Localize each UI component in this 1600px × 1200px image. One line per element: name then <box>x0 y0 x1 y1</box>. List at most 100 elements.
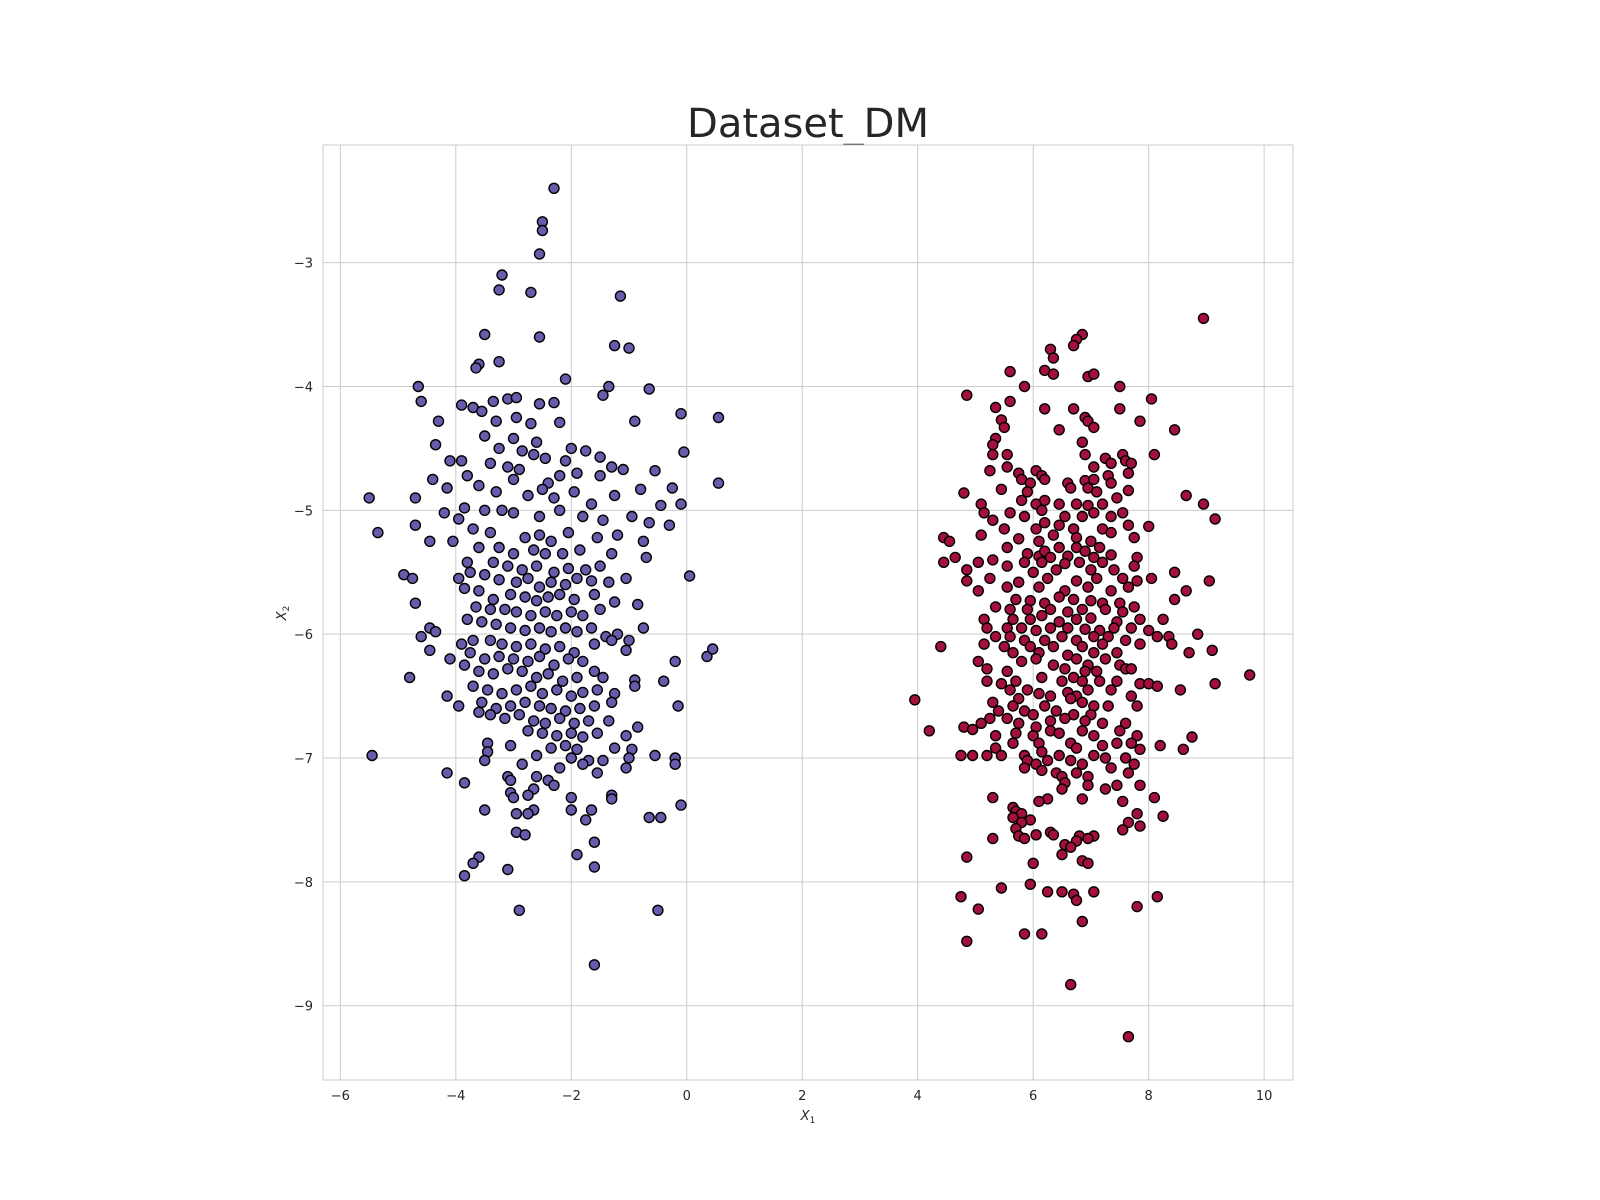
data-point <box>568 593 580 606</box>
data-point <box>487 593 499 606</box>
data-point <box>984 712 996 725</box>
data-point <box>525 680 537 692</box>
data-point <box>961 935 973 947</box>
data-point <box>972 903 984 915</box>
data-point <box>539 452 551 464</box>
data-point <box>663 519 676 531</box>
data-point <box>554 416 566 429</box>
data-point <box>1038 517 1051 529</box>
x-tick-label: 8 <box>1145 1089 1153 1104</box>
data-point <box>533 248 546 260</box>
data-point <box>513 709 525 721</box>
data-point <box>499 603 511 616</box>
data-point <box>935 640 947 653</box>
data-point <box>1030 624 1042 637</box>
data-point <box>548 659 560 671</box>
data-point <box>519 696 531 708</box>
data-point <box>513 463 525 476</box>
data-point <box>507 548 520 560</box>
data-point <box>1004 507 1016 519</box>
data-point <box>643 383 655 395</box>
data-point <box>1027 857 1039 869</box>
data-point <box>1088 461 1100 473</box>
x-tick-label: 2 <box>798 1089 806 1104</box>
data-point <box>1056 630 1068 643</box>
data-point <box>1082 832 1094 845</box>
data-point <box>525 286 537 299</box>
data-point <box>571 467 583 479</box>
data-point <box>1131 575 1143 587</box>
data-point <box>614 290 627 302</box>
data-point <box>502 663 514 675</box>
data-point <box>516 445 528 457</box>
data-point <box>559 739 572 752</box>
data-point <box>1059 663 1071 675</box>
data-point <box>533 622 546 634</box>
data-point <box>363 492 375 504</box>
data-point <box>989 730 1002 742</box>
data-point <box>551 684 563 696</box>
data-point <box>961 851 973 863</box>
data-point <box>533 581 546 593</box>
data-point <box>522 808 534 820</box>
data-point <box>1053 519 1065 531</box>
data-point <box>701 650 713 663</box>
data-point <box>981 675 993 687</box>
data-point <box>502 461 514 473</box>
data-point <box>447 535 459 547</box>
data-point <box>603 715 615 727</box>
data-point <box>987 791 999 804</box>
data-point <box>961 575 973 587</box>
data-point <box>522 725 534 737</box>
series-1-points <box>909 312 1256 1043</box>
data-point <box>938 556 950 568</box>
data-point <box>1050 564 1063 576</box>
data-point <box>525 609 537 622</box>
data-point <box>507 791 520 804</box>
data-point <box>1177 743 1190 755</box>
data-point <box>496 269 508 281</box>
data-point <box>577 686 589 699</box>
data-point <box>545 535 557 547</box>
data-point <box>1064 482 1077 494</box>
data-point <box>1001 665 1013 677</box>
data-point <box>556 675 569 687</box>
data-point <box>499 712 511 725</box>
data-point <box>1036 504 1048 516</box>
data-point <box>1053 749 1065 762</box>
data-point <box>473 541 485 554</box>
data-point <box>1088 368 1100 380</box>
data-point <box>606 634 618 647</box>
data-point <box>1134 415 1146 427</box>
data-point <box>588 959 601 971</box>
data-point <box>1096 739 1109 752</box>
data-point <box>909 694 921 706</box>
data-point <box>565 606 577 618</box>
data-point <box>1004 684 1016 696</box>
data-point <box>1001 461 1013 473</box>
data-point <box>487 395 499 408</box>
data-point <box>1122 1030 1135 1043</box>
data-point <box>458 659 471 671</box>
data-point <box>1122 484 1135 497</box>
data-point <box>1111 675 1123 687</box>
data-point <box>1053 541 1065 554</box>
data-point <box>995 882 1008 894</box>
data-point <box>588 861 601 873</box>
data-point <box>574 544 586 556</box>
data-point <box>1010 593 1022 606</box>
data-point <box>597 514 609 526</box>
data-point <box>972 585 984 597</box>
data-point <box>453 700 465 712</box>
data-point <box>487 668 499 680</box>
data-point <box>1001 448 1013 461</box>
data-point <box>1070 653 1083 665</box>
data-point <box>1001 581 1013 593</box>
data-point <box>565 752 577 764</box>
data-point <box>441 482 453 494</box>
data-point <box>551 609 563 622</box>
data-point <box>493 284 505 296</box>
data-point <box>1148 448 1161 461</box>
data-point <box>522 655 534 668</box>
